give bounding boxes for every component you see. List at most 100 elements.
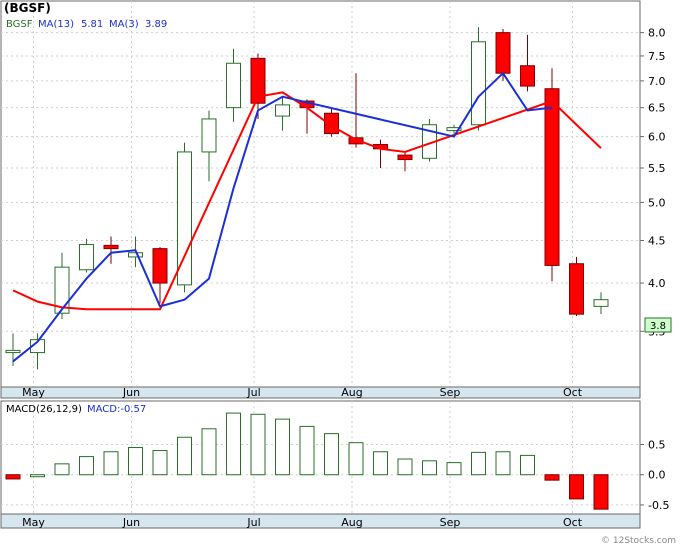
macd-bar bbox=[275, 418, 290, 476]
price-tick-label: 6.0 bbox=[648, 131, 666, 144]
candle bbox=[348, 73, 364, 148]
candle bbox=[30, 333, 45, 370]
candle-body bbox=[520, 65, 535, 87]
price-tick-label: 8.0 bbox=[648, 27, 666, 40]
macd-bar bbox=[422, 460, 437, 476]
macd-bar bbox=[103, 451, 119, 476]
macd-bar bbox=[226, 412, 241, 476]
macd-bar bbox=[299, 425, 315, 476]
candle bbox=[152, 246, 168, 304]
macd-date-label: Oct bbox=[563, 516, 583, 529]
last-price-box bbox=[644, 317, 672, 333]
candle-body bbox=[201, 118, 217, 153]
macd-legend-value: MACD:-0.57 bbox=[87, 404, 146, 415]
last-price-tag: 3.8 bbox=[644, 317, 672, 333]
macd-bar bbox=[569, 474, 584, 500]
price-legend-ma3-label: MA(3) bbox=[109, 19, 139, 30]
candle-body bbox=[446, 127, 462, 132]
macd-panel: -0.5 0.0 0.5 bbox=[0, 400, 669, 515]
macd-bar bbox=[128, 447, 143, 476]
macd-bar bbox=[79, 456, 94, 476]
price-date-axis: May Jun Jul Aug Sep Oct bbox=[0, 386, 641, 399]
price-plot-frame bbox=[0, 0, 641, 388]
candle-body bbox=[250, 57, 266, 104]
candle-body bbox=[495, 32, 511, 74]
price-legend-ma13-label: MA(13) bbox=[38, 19, 74, 30]
candle bbox=[544, 68, 560, 282]
candle bbox=[446, 124, 462, 134]
candle bbox=[569, 256, 584, 317]
macd-date-label: Sep bbox=[440, 516, 461, 529]
price-tick-label: 7.5 bbox=[648, 50, 666, 63]
candle-body bbox=[593, 299, 609, 307]
macd-bar bbox=[201, 428, 217, 476]
candle bbox=[250, 53, 266, 119]
candle-body bbox=[569, 263, 584, 315]
candle bbox=[397, 151, 413, 172]
last-price-label: 3.8 bbox=[650, 321, 666, 332]
macd-bar bbox=[250, 413, 266, 476]
macd-bar bbox=[30, 474, 45, 478]
candle bbox=[422, 118, 437, 162]
macd-bar bbox=[54, 463, 70, 476]
macd-bar bbox=[471, 451, 486, 476]
candle-body bbox=[103, 244, 119, 250]
candle bbox=[103, 236, 119, 264]
macd-bar bbox=[324, 433, 339, 476]
macd-date-axis: May Jun Jul Aug Sep Oct bbox=[0, 513, 641, 529]
macd-bar bbox=[593, 474, 609, 510]
watermark: © 12Stocks.com bbox=[601, 536, 676, 546]
candle-body bbox=[348, 137, 364, 145]
macd-tick-label: 0.5 bbox=[648, 439, 666, 452]
macd-bar bbox=[544, 474, 560, 481]
macd-bar bbox=[152, 450, 168, 476]
price-tick-label: 4.0 bbox=[648, 277, 666, 290]
chart-title: (BGSF) bbox=[4, 1, 51, 15]
macd-bar bbox=[177, 436, 192, 476]
price-axis-strip bbox=[0, 386, 641, 399]
price-date-label: May bbox=[22, 386, 45, 399]
price-date-label: Sep bbox=[440, 386, 461, 399]
price-date-label: Jun bbox=[122, 386, 140, 399]
macd-legend-label: MACD(26,12,9) bbox=[6, 404, 82, 415]
candle-body bbox=[275, 104, 290, 117]
macd-date-label: Jul bbox=[246, 516, 260, 529]
price-date-label: Aug bbox=[341, 386, 362, 399]
macd-plot-frame bbox=[0, 400, 641, 515]
macd-bar bbox=[348, 442, 364, 476]
macd-tick-label: -0.5 bbox=[648, 499, 669, 512]
price-tick-label: 7.0 bbox=[648, 75, 666, 88]
price-tick-label: 4.5 bbox=[648, 235, 666, 248]
price-tick-label: 5.5 bbox=[648, 162, 666, 175]
candle bbox=[177, 142, 192, 293]
price-tick-label: 5.0 bbox=[648, 196, 666, 209]
candle-body bbox=[397, 154, 413, 161]
price-date-label: Jul bbox=[246, 386, 260, 399]
candle-body bbox=[177, 151, 192, 286]
candle-body bbox=[5, 349, 21, 354]
price-date-label: Oct bbox=[563, 386, 583, 399]
candle bbox=[201, 110, 217, 182]
macd-axis-strip bbox=[0, 513, 641, 529]
price-panel: 3.54.04.55.05.56.06.57.07.58.0 bbox=[0, 0, 666, 388]
candle-body bbox=[79, 244, 94, 271]
macd-bar bbox=[520, 454, 535, 476]
candle-body bbox=[152, 248, 168, 284]
candle-body bbox=[226, 62, 241, 109]
candle bbox=[226, 48, 241, 122]
macd-date-label: May bbox=[22, 516, 45, 529]
candle bbox=[520, 34, 535, 92]
candle bbox=[275, 96, 290, 131]
price-tick-label: 6.5 bbox=[648, 102, 666, 115]
macd-tick-label: 0.0 bbox=[648, 469, 666, 482]
candle-body bbox=[544, 88, 560, 266]
macd-bar bbox=[446, 462, 462, 476]
ma3-line bbox=[12, 72, 553, 363]
macd-bar bbox=[5, 474, 21, 480]
candle-body bbox=[128, 252, 143, 258]
candle bbox=[471, 27, 486, 131]
candle bbox=[79, 238, 94, 273]
macd-date-label: Jun bbox=[122, 516, 140, 529]
